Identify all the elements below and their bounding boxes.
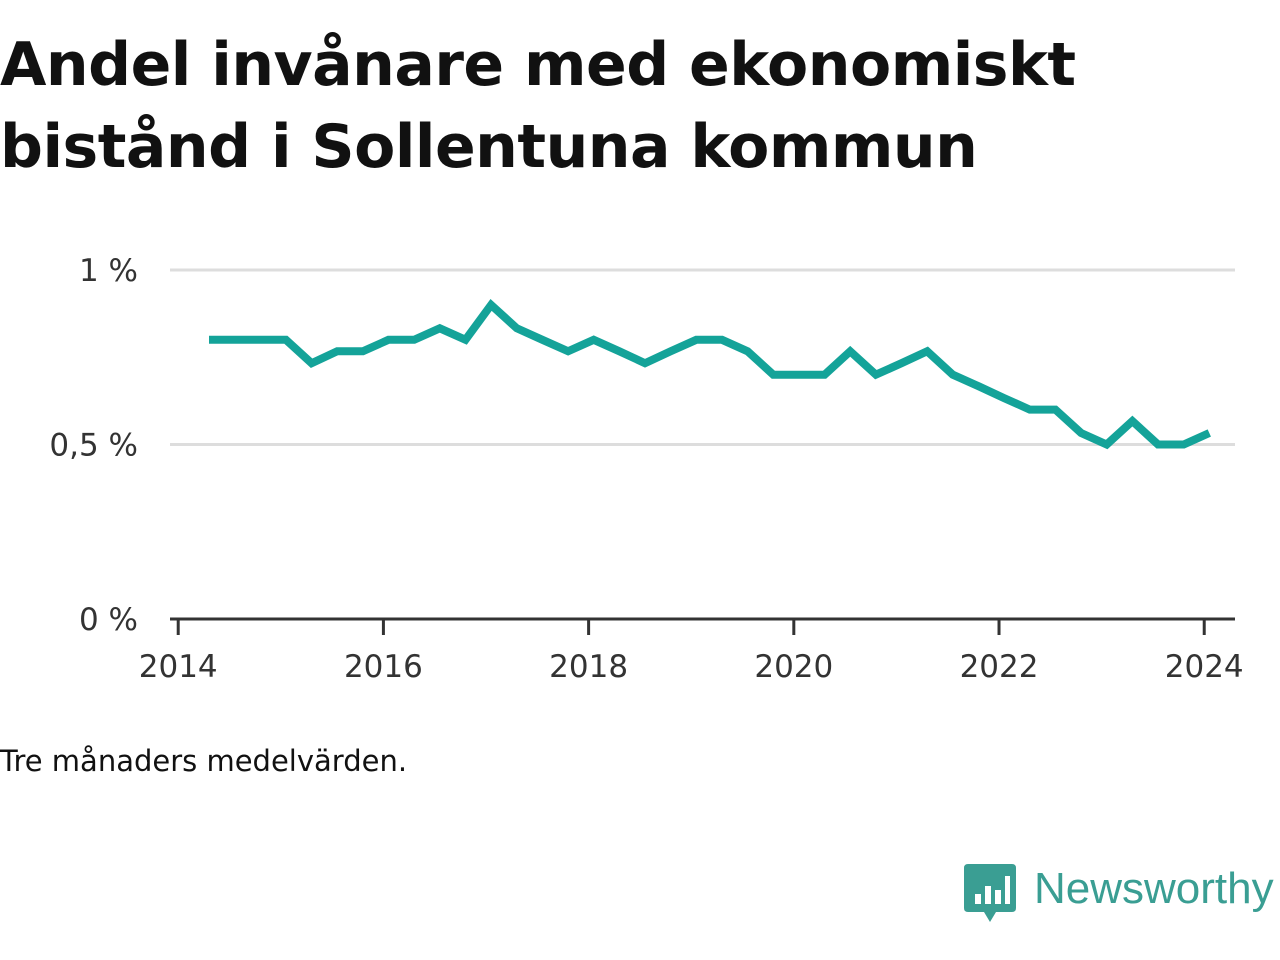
series-line [209, 298, 1211, 450]
x-tick-label: 2016 [344, 649, 423, 685]
chart-note: Tre månaders medelvärden. [0, 744, 408, 778]
y-axis-ticks: 0 % 0,5 % 1 % [49, 253, 138, 638]
line-chart: 0 % 0,5 % 1 % 2014 2016 2018 2020 2022 2024 [49, 253, 1244, 685]
chart-title: Andel invånare med ekonomiskt bistånd i … [0, 30, 1076, 182]
y-tick-label: 0,5 % [49, 428, 138, 464]
data-points [208, 304, 1210, 445]
x-axis-ticks: 2014 2016 2018 2020 2022 2024 [139, 619, 1244, 685]
x-tick-label: 2022 [960, 649, 1039, 685]
bar-chart-speech-bubble-icon [964, 864, 1016, 922]
y-tick-label: 0 % [79, 602, 138, 638]
x-tick-label: 2024 [1165, 649, 1244, 685]
x-tick-label: 2020 [754, 649, 833, 685]
x-tick-label: 2018 [549, 649, 628, 685]
x-tick-label: 2014 [139, 649, 218, 685]
brand-logo: Newsworthy [964, 862, 1274, 926]
brand-name: Newsworthy [1034, 864, 1274, 913]
y-tick-label: 1 % [79, 253, 138, 289]
gridlines [170, 268, 1235, 446]
